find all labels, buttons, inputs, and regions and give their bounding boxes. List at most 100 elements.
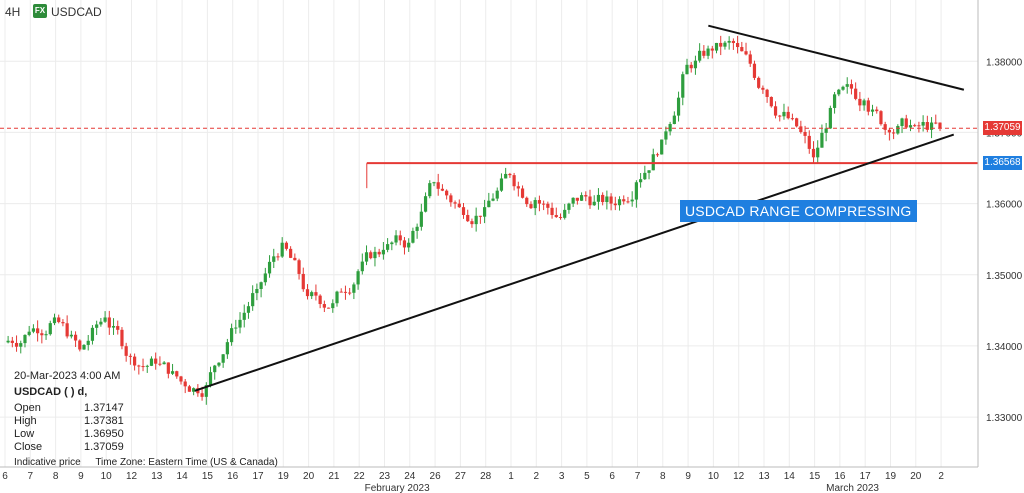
candle-body	[917, 125, 921, 127]
candle-body	[499, 178, 504, 191]
x-tick-label: 20	[303, 471, 315, 482]
info-symbol: USDCAD ( ) d,	[14, 386, 88, 398]
candle-body	[314, 292, 318, 296]
candle-body	[588, 196, 592, 206]
candle-body	[693, 60, 698, 69]
candle-body	[440, 188, 445, 191]
y-tick-label: 1.35000	[986, 271, 1023, 282]
x-tick-label: 14	[784, 471, 796, 482]
candle-body	[82, 344, 86, 350]
candle-body	[343, 291, 348, 293]
y-tick-label: 1.36000	[986, 200, 1023, 211]
candle-body	[820, 132, 824, 148]
x-tick-label: 12	[126, 471, 138, 482]
candle-body	[676, 97, 681, 116]
candle-body	[782, 111, 786, 117]
x-tick-label: 26	[430, 471, 442, 482]
x-tick-label: 8	[53, 471, 59, 482]
candle-body	[65, 323, 69, 337]
current-price-tag: 1.37059	[983, 121, 1022, 136]
candle-body	[714, 42, 719, 51]
candle-body	[192, 388, 196, 392]
candle-body	[259, 282, 263, 289]
candle-body	[170, 371, 175, 374]
candle-body	[415, 226, 419, 231]
candle-body	[491, 198, 495, 201]
candle-body	[824, 128, 828, 133]
candle-body	[339, 291, 343, 293]
candle-body	[31, 328, 36, 332]
candle-body	[360, 261, 364, 272]
candle-body	[525, 197, 529, 205]
candle-body	[111, 326, 116, 328]
candle-body	[828, 107, 832, 129]
candle-body	[719, 42, 723, 47]
candle-body	[36, 328, 40, 334]
candle-body	[495, 190, 499, 199]
candle-body	[57, 317, 61, 323]
y-tick-label: 1.38000	[986, 57, 1023, 68]
candle-body	[913, 125, 917, 127]
x-tick-label: 22	[354, 471, 366, 482]
candle-body	[61, 322, 65, 324]
candle-body	[234, 327, 238, 329]
x-tick-label: 19	[278, 471, 290, 482]
x-tick-label: 13	[151, 471, 163, 482]
candle-body	[811, 148, 816, 158]
candle-body	[14, 342, 19, 347]
x-tick-label: 2	[534, 471, 540, 482]
x-tick-label: 20	[910, 471, 922, 482]
candle-body	[436, 182, 440, 189]
candle-body	[377, 251, 381, 255]
candle-body	[301, 273, 305, 290]
candle-body	[567, 203, 571, 210]
candle-body	[558, 217, 563, 219]
candle-body	[255, 288, 259, 294]
candle-body	[154, 358, 158, 364]
candle-body	[837, 89, 841, 95]
candle-body	[664, 131, 668, 140]
info-row-close: Close 1.37059	[14, 441, 124, 453]
candle-body	[508, 173, 512, 176]
candle-body	[862, 100, 866, 106]
month-label: March 2023	[826, 483, 879, 493]
x-tick-label: 7	[28, 471, 34, 482]
candle-body	[73, 334, 78, 341]
candle-body	[124, 346, 128, 356]
candle-body	[208, 372, 213, 386]
candle-body	[276, 256, 280, 258]
candle-body	[449, 195, 453, 203]
fx-icon: FX	[33, 4, 47, 18]
candle-body	[520, 188, 525, 198]
candle-body	[52, 317, 57, 324]
candle-body	[710, 48, 714, 51]
timeframe-label[interactable]: 4H	[5, 5, 21, 19]
candle-body	[297, 260, 301, 274]
x-tick-label: 16	[227, 471, 239, 482]
candle-body	[896, 125, 900, 134]
candle-body	[887, 129, 891, 133]
candle-body	[643, 172, 647, 180]
candle-body	[445, 190, 449, 196]
candle-body	[626, 201, 630, 203]
candle-body	[554, 214, 558, 218]
timezone-label[interactable]: Time Zone: Eastern Time (US & Canada)	[95, 457, 278, 468]
candle-body	[668, 124, 672, 132]
candle-body	[533, 200, 537, 209]
candle-body	[698, 50, 702, 61]
candle-body	[609, 196, 613, 204]
indicative-price-label: Indicative price	[14, 457, 81, 468]
candle-body	[925, 122, 929, 130]
candle-body	[487, 200, 491, 208]
candle-body	[529, 204, 533, 209]
candle-body	[149, 358, 154, 366]
candle-body	[322, 304, 326, 308]
x-tick-label: 6	[2, 471, 8, 482]
x-tick-label: 23	[379, 471, 391, 482]
candle-body	[162, 362, 166, 365]
symbol-label[interactable]: USDCAD	[51, 5, 102, 19]
candle-body	[752, 63, 757, 78]
y-tick-label: 1.34000	[986, 342, 1023, 353]
candle-body	[133, 356, 137, 366]
candle-body	[103, 317, 107, 322]
